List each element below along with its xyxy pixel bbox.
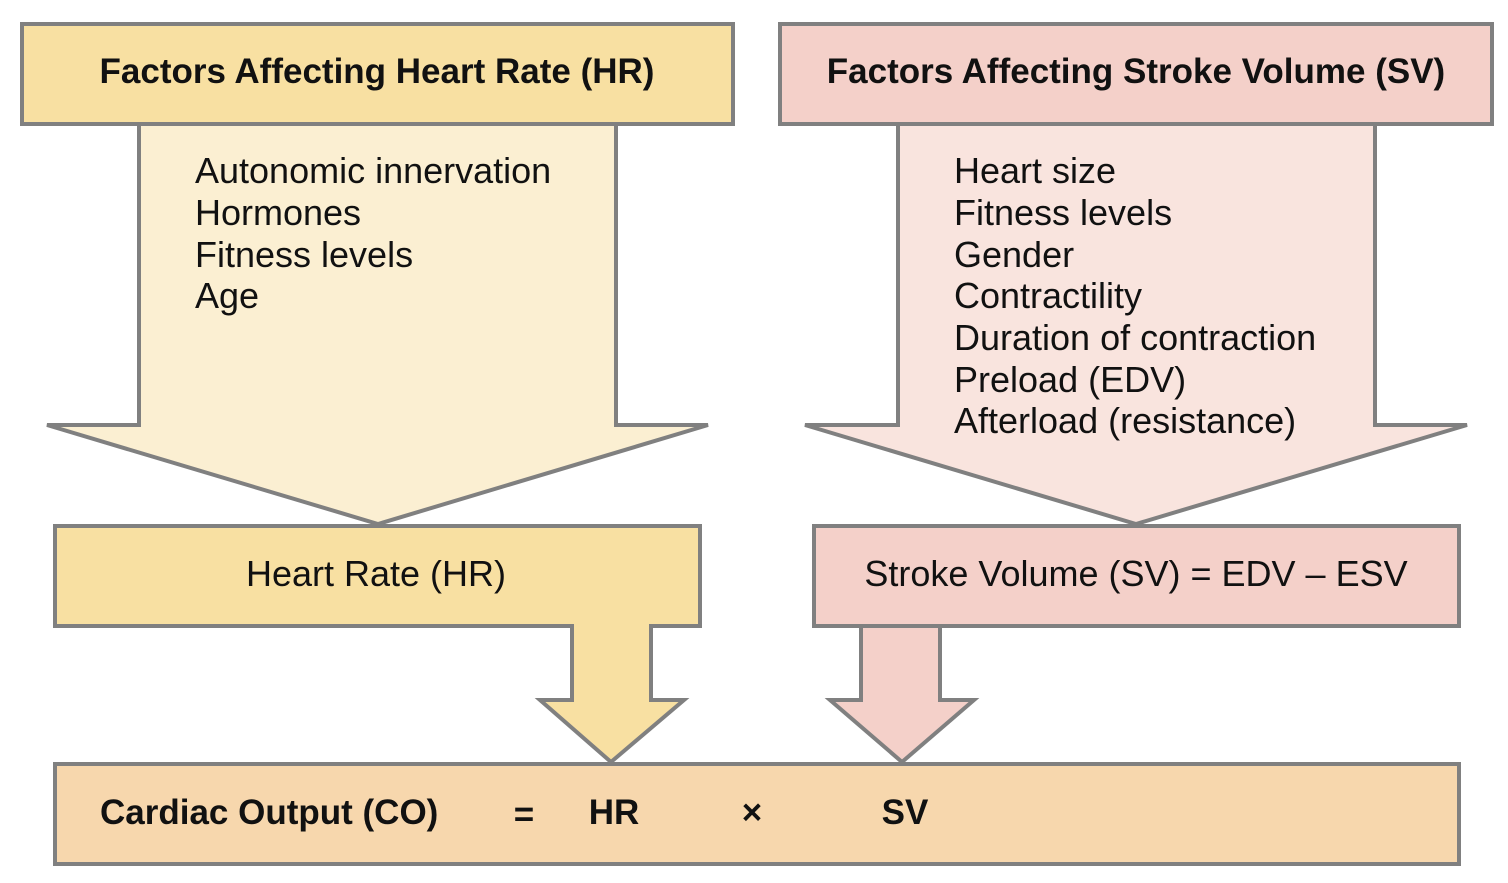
hr-box-label: Heart Rate (HR) [246,553,506,594]
co-box [53,762,1461,866]
hr-factor-item: Hormones [195,192,361,233]
hr-box [53,524,702,628]
co-label: Cardiac Output (CO) [100,793,438,832]
sv-factors-title: Factors Affecting Stroke Volume (SV) [827,52,1445,91]
hr-factors-header [20,22,735,126]
hr-factor-item: Autonomic innervation [195,150,551,191]
co-equals: = [514,795,534,834]
sv-factor-item: Heart size [954,150,1116,191]
sv-factor-item: Contractility [954,275,1142,316]
sv-factors-header [778,22,1494,126]
sv-box-label: Stroke Volume (SV) = EDV – ESV [864,553,1407,594]
co-hr: HR [589,793,640,832]
co-times: × [742,793,762,832]
hr-factors-title: Factors Affecting Heart Rate (HR) [100,52,655,91]
hr-factor-item: Age [195,275,259,316]
sv-factor-item: Gender [954,234,1074,275]
sv-factor-item: Afterload (resistance) [954,400,1296,441]
hr-factor-item: Fitness levels [195,234,413,275]
sv-box [812,524,1461,628]
sv-to-co-arrow [824,618,980,765]
sv-factors-arrow [804,122,1468,527]
hr-to-co-arrow [534,618,690,765]
hr-factors-arrow [46,122,709,527]
hr-arrow-joint [574,622,649,630]
sv-factor-item: Preload (EDV) [954,359,1186,400]
sv-factor-item: Duration of contraction [954,317,1316,358]
co-sv: SV [882,793,929,832]
sv-factor-item: Fitness levels [954,192,1172,233]
